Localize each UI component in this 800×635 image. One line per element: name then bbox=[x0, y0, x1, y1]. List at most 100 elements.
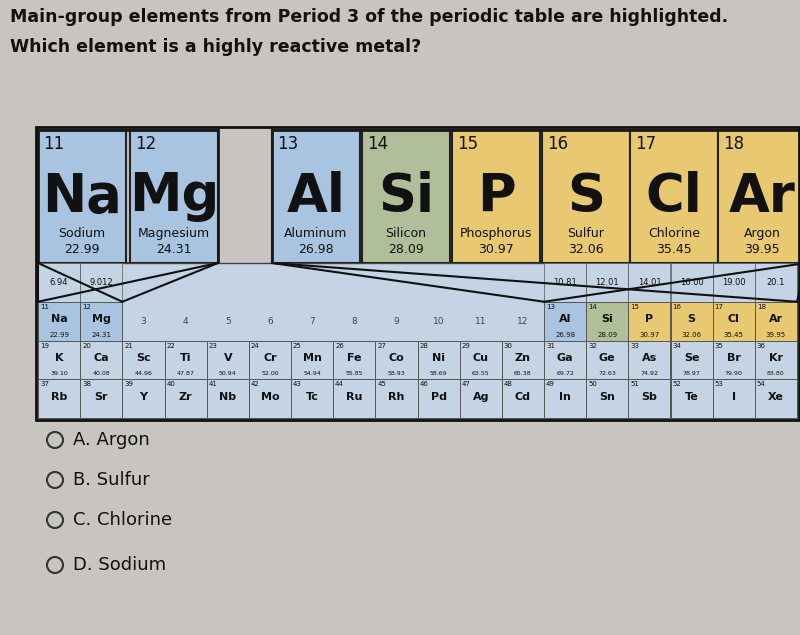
Bar bbox=[586, 340, 628, 379]
Text: 44: 44 bbox=[335, 381, 344, 387]
Bar bbox=[628, 302, 670, 340]
Text: 51: 51 bbox=[630, 381, 639, 387]
Text: Mn: Mn bbox=[302, 353, 322, 363]
Text: 28: 28 bbox=[419, 342, 428, 349]
Text: Chlorine: Chlorine bbox=[648, 227, 700, 240]
Bar bbox=[36, 127, 799, 420]
Bar bbox=[670, 263, 713, 302]
Text: 63.55: 63.55 bbox=[472, 371, 490, 376]
Text: 39.95: 39.95 bbox=[744, 243, 780, 256]
Bar bbox=[755, 340, 797, 379]
Text: 37: 37 bbox=[40, 381, 49, 387]
Bar bbox=[670, 302, 713, 340]
Text: 17: 17 bbox=[714, 304, 724, 310]
Text: Ag: Ag bbox=[473, 392, 489, 402]
Text: 36: 36 bbox=[757, 342, 766, 349]
Bar bbox=[460, 379, 502, 418]
Text: 41: 41 bbox=[209, 381, 218, 387]
Text: Cu: Cu bbox=[473, 353, 489, 363]
Text: Kr: Kr bbox=[769, 353, 783, 363]
Text: Y: Y bbox=[139, 392, 147, 402]
Text: Si: Si bbox=[602, 314, 613, 324]
Text: Ge: Ge bbox=[599, 353, 615, 363]
Text: 58.69: 58.69 bbox=[430, 371, 447, 376]
Text: Zn: Zn bbox=[515, 353, 531, 363]
Text: 11: 11 bbox=[475, 317, 486, 326]
Text: 46: 46 bbox=[419, 381, 428, 387]
Text: Rh: Rh bbox=[388, 392, 405, 402]
Text: 28.09: 28.09 bbox=[597, 331, 618, 338]
Bar bbox=[122, 379, 165, 418]
Text: 13: 13 bbox=[277, 135, 298, 153]
Text: 24.31: 24.31 bbox=[91, 331, 111, 338]
Text: Sulfur: Sulfur bbox=[567, 227, 605, 240]
Text: 27: 27 bbox=[378, 342, 386, 349]
Bar bbox=[418, 379, 460, 418]
Text: 6: 6 bbox=[267, 317, 273, 326]
Text: Aluminum: Aluminum bbox=[284, 227, 348, 240]
Text: 32.06: 32.06 bbox=[568, 243, 604, 256]
Text: K: K bbox=[55, 353, 63, 363]
Text: 4: 4 bbox=[182, 317, 188, 326]
Bar bbox=[755, 379, 797, 418]
Text: 58.93: 58.93 bbox=[387, 371, 406, 376]
Text: 8: 8 bbox=[351, 317, 357, 326]
Text: 28.09: 28.09 bbox=[388, 243, 424, 256]
Bar bbox=[713, 379, 755, 418]
Bar bbox=[362, 130, 450, 263]
Text: 72.63: 72.63 bbox=[598, 371, 616, 376]
Text: Al: Al bbox=[286, 171, 346, 222]
Bar bbox=[80, 302, 122, 340]
Bar bbox=[713, 302, 755, 340]
Text: 10.81: 10.81 bbox=[554, 278, 577, 287]
Text: 40.08: 40.08 bbox=[93, 371, 110, 376]
Text: 49: 49 bbox=[546, 381, 555, 387]
Bar bbox=[375, 340, 418, 379]
Text: 20: 20 bbox=[82, 342, 91, 349]
Text: 47.87: 47.87 bbox=[177, 371, 194, 376]
Text: B. Sulfur: B. Sulfur bbox=[73, 471, 150, 489]
Text: 11: 11 bbox=[43, 135, 64, 153]
Bar bbox=[670, 340, 713, 379]
Text: 22: 22 bbox=[166, 342, 175, 349]
Text: 16.00: 16.00 bbox=[680, 278, 703, 287]
Text: Mg: Mg bbox=[129, 171, 219, 222]
Bar bbox=[80, 340, 122, 379]
Bar bbox=[544, 263, 586, 302]
Text: 5: 5 bbox=[225, 317, 230, 326]
Text: Br: Br bbox=[727, 353, 741, 363]
Bar bbox=[544, 302, 586, 340]
Bar bbox=[755, 263, 797, 302]
Text: 32: 32 bbox=[588, 342, 597, 349]
Bar bbox=[272, 130, 360, 263]
Text: 69.72: 69.72 bbox=[556, 371, 574, 376]
Text: 19: 19 bbox=[40, 342, 49, 349]
Bar bbox=[333, 379, 375, 418]
Text: Sodium: Sodium bbox=[58, 227, 106, 240]
Text: 35.45: 35.45 bbox=[724, 331, 744, 338]
Text: 54.94: 54.94 bbox=[303, 371, 321, 376]
Text: Sr: Sr bbox=[94, 392, 108, 402]
Bar bbox=[502, 379, 544, 418]
Bar bbox=[630, 130, 718, 263]
Text: 23: 23 bbox=[209, 342, 218, 349]
Text: 14: 14 bbox=[588, 304, 597, 310]
Text: 16: 16 bbox=[547, 135, 568, 153]
Bar bbox=[38, 263, 80, 302]
Bar bbox=[628, 379, 670, 418]
Text: Which element is a highly reactive metal?: Which element is a highly reactive metal… bbox=[10, 38, 422, 56]
Bar bbox=[586, 379, 628, 418]
Bar bbox=[713, 340, 755, 379]
Bar bbox=[542, 130, 630, 263]
Bar bbox=[586, 263, 628, 302]
Text: Magnesium: Magnesium bbox=[138, 227, 210, 240]
Text: 29: 29 bbox=[462, 342, 470, 349]
Text: Main-group elements from Period 3 of the periodic table are highlighted.: Main-group elements from Period 3 of the… bbox=[10, 8, 728, 26]
Text: Phosphorus: Phosphorus bbox=[460, 227, 532, 240]
Text: 55.85: 55.85 bbox=[346, 371, 363, 376]
Text: 30.97: 30.97 bbox=[639, 331, 659, 338]
Text: 50.94: 50.94 bbox=[219, 371, 237, 376]
Text: 48: 48 bbox=[504, 381, 513, 387]
Bar bbox=[713, 263, 755, 302]
Text: 39.95: 39.95 bbox=[766, 331, 786, 338]
